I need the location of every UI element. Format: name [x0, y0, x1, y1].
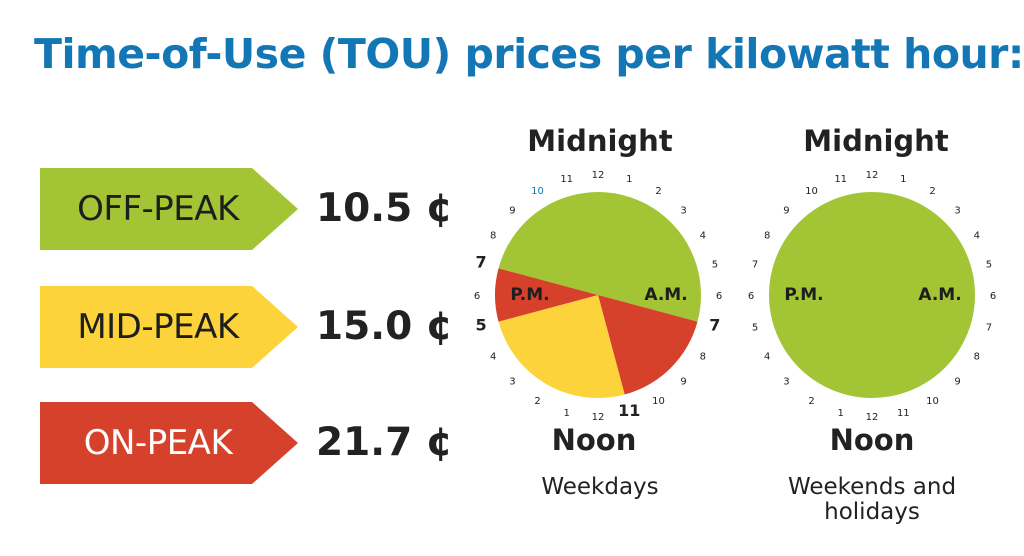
clock-hour-number: 8 [490, 231, 496, 242]
clock-hour-number: 11 [618, 401, 640, 420]
pm-label: P.M. [784, 285, 823, 305]
clock-hour-number: 6 [748, 291, 754, 302]
clock-hour-number: 1 [626, 174, 632, 185]
clock-hour-number: 2 [808, 396, 814, 407]
clock-hour-number: 9 [954, 377, 960, 388]
clock-hour-number: 2 [655, 186, 661, 197]
off-peak-label: OFF-PEAK [77, 189, 239, 229]
clock-hour-number: 11 [834, 174, 847, 185]
weekend-caption-line2: holidays [824, 499, 920, 525]
clock-hour-number: 3 [509, 377, 515, 388]
am-label: A.M. [644, 285, 687, 305]
weekend-midnight-label: Midnight [803, 124, 949, 158]
clock-segment-mid_peak [498, 295, 625, 398]
clock-hour-number: 5 [476, 315, 487, 334]
clock-hour-number: 11 [897, 408, 910, 419]
clock-hour-number: 4 [764, 352, 770, 363]
pm-label: P.M. [510, 285, 549, 305]
clock-hour-number: 7 [476, 253, 487, 272]
clock-hour-number: 10 [926, 396, 939, 407]
clock-hour-number: 3 [680, 205, 686, 216]
clock-segment-on_peak [494, 268, 598, 322]
clock-hour-number: 4 [974, 231, 980, 242]
clock-hour-number: 6 [990, 291, 996, 302]
clock-hour-number: 8 [974, 352, 980, 363]
weekend-caption: Weekends and [787, 474, 957, 500]
clock-hour-number: 5 [712, 260, 718, 271]
clock-hour-number: 5 [752, 322, 758, 333]
on-peak-label: ON-PEAK [83, 423, 233, 463]
clock-hour-number: 1 [563, 408, 569, 419]
on-peak-arrow-shape [40, 402, 298, 484]
clock-hour-number: 12 [592, 170, 605, 181]
clock-hour-number: 7 [986, 322, 992, 333]
mid-peak-tag: MID-PEAK [40, 286, 300, 368]
off-peak-arrow-shape [40, 168, 298, 250]
clock-hour-number: 9 [783, 205, 789, 216]
mid-peak-arrow-shape [40, 286, 298, 368]
weekday-noon-label: Noon [551, 423, 637, 457]
clock-hour-number: 12 [592, 412, 605, 423]
weekday-midnight-label: Midnight [527, 124, 673, 158]
on-peak-price: 21.7 ¢ [316, 420, 453, 465]
clock-hour-number: 4 [490, 352, 496, 363]
clock-segment-on_peak [598, 295, 698, 395]
clock-hour-number: 8 [764, 231, 770, 242]
clock-hour-number: 2 [534, 396, 540, 407]
clock-hour-number: 1 [837, 408, 843, 419]
clock-hour-number: 6 [474, 291, 480, 302]
clock-hour-number: 12 [866, 412, 879, 423]
clock-hour-number: 6 [716, 291, 722, 302]
clock-hour-number: 10 [805, 186, 818, 197]
clock-segment-off_peak [769, 192, 975, 398]
am-label: A.M. [918, 285, 961, 305]
on-peak-tag: ON-PEAK [40, 402, 300, 484]
clock-hour-number: 7 [709, 315, 720, 334]
weekday-caption: Weekdays [541, 474, 659, 500]
mid-peak-label: MID-PEAK [77, 307, 239, 347]
weekend-noon-label: Noon [829, 423, 915, 457]
clock-hour-number: 2 [929, 186, 935, 197]
off-peak-tag: OFF-PEAK [40, 168, 300, 250]
clock-hour-number: 12 [866, 170, 879, 181]
clock-hour-number: 9 [680, 377, 686, 388]
clock-hour-number: 9 [509, 205, 515, 216]
clock-hour-number: 5 [986, 260, 992, 271]
off-peak-price: 10.5 ¢ [316, 186, 453, 231]
clock-hour-number: 3 [783, 377, 789, 388]
mid-peak-price: 15.0 ¢ [316, 304, 453, 349]
clock-hour-number: 10 [652, 396, 665, 407]
clock-segment-off_peak [498, 192, 701, 322]
clock-hour-number: 11 [560, 174, 573, 185]
clock-hour-number: 4 [700, 231, 706, 242]
page-title: Time-of-Use (TOU) prices per kilowatt ho… [34, 30, 1024, 78]
clock-hour-number: 3 [954, 205, 960, 216]
clock-hour-number: 1 [900, 174, 906, 185]
clock-hour-number: 10 [531, 186, 544, 197]
clock-hour-number: 8 [700, 352, 706, 363]
clock-hour-number: 7 [752, 260, 758, 271]
